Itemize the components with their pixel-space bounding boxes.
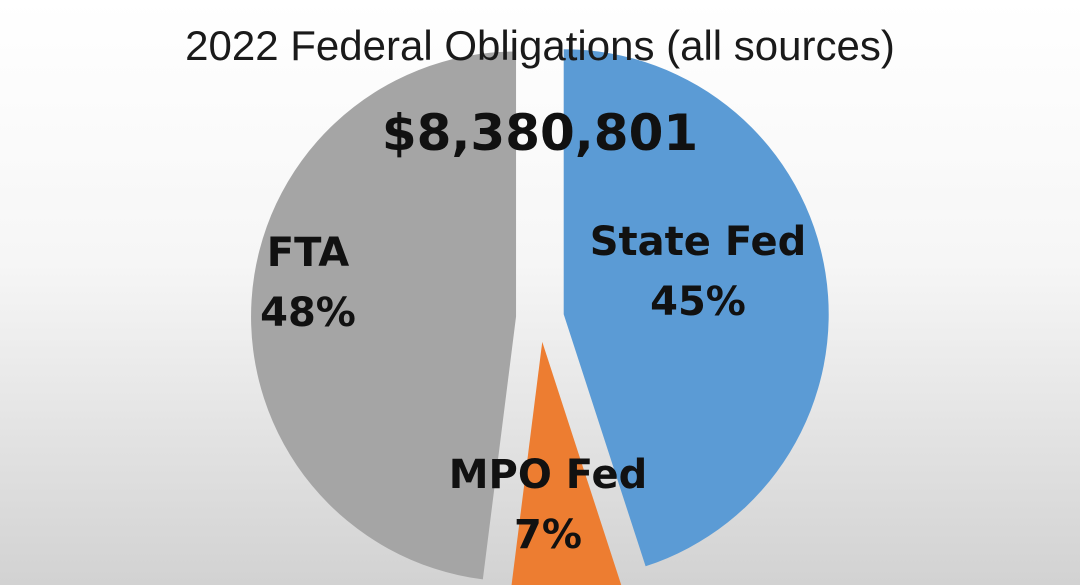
slice-name-mpo-fed: MPO Fed xyxy=(448,452,648,498)
slice-name-fta: FTA xyxy=(266,230,350,276)
slice-percent-mpo-fed: 7% xyxy=(514,512,582,558)
pie-slices xyxy=(251,49,829,585)
slice-percent-state-fed: 45% xyxy=(650,279,746,325)
slice-label-fta: FTA 48% xyxy=(260,223,356,343)
total-label: $8,380,801 xyxy=(381,104,699,162)
slice-label-state-fed: State Fed 45% xyxy=(590,212,807,332)
slice-percent-fta: 48% xyxy=(260,290,356,336)
chart-title: 2022 Federal Obligations (all sources) xyxy=(185,22,895,69)
pie-slice-fta xyxy=(251,51,517,580)
slice-name-state-fed: State Fed xyxy=(589,219,807,265)
pie-slice-state-fed xyxy=(563,49,829,567)
pie-slice-mpo-fed xyxy=(511,341,622,585)
slice-label-mpo-fed: MPO Fed 7% xyxy=(449,445,648,565)
